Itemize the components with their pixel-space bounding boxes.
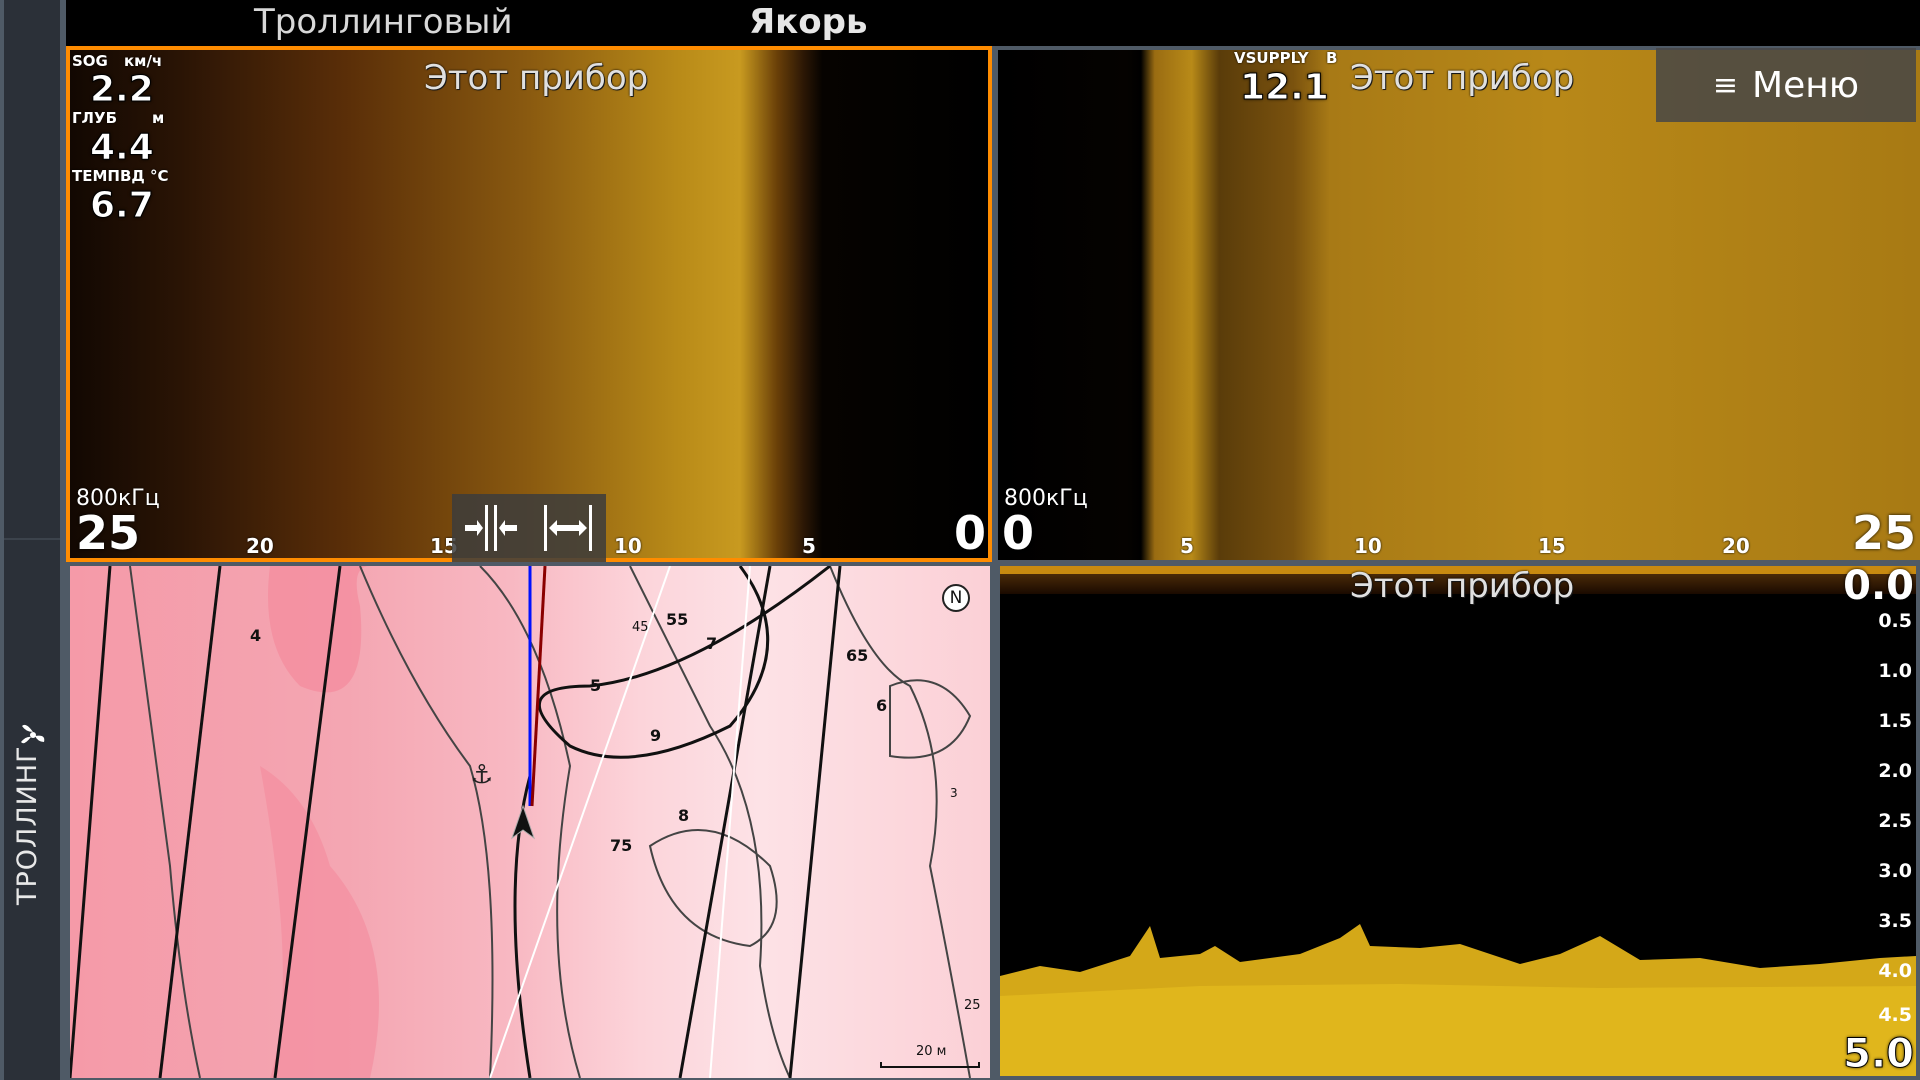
menu-label: Меню: [1752, 64, 1860, 106]
range-tick: 10: [614, 534, 642, 558]
side-scan-left-panel[interactable]: Этот прибор SOG км/ч 2.2 ГЛУБ м 4.4 ТЕМП…: [66, 46, 992, 562]
depth-tick: 2.5: [1878, 810, 1912, 832]
menu-button[interactable]: ≡ Меню: [1656, 48, 1916, 122]
depth-range-bottom: 5.0: [1843, 1031, 1915, 1076]
water-temp-value: 6.7: [90, 185, 155, 226]
depth-sounding: 4: [250, 626, 262, 645]
header: Троллинговый Якорь: [66, 0, 1920, 46]
depth-tick: 3.0: [1878, 860, 1912, 882]
compress-icon[interactable]: [463, 501, 519, 555]
vsupply-label: VSUPPLY: [1234, 49, 1309, 67]
depth-tick: 4.0: [1878, 960, 1912, 982]
depth-sounding: 8: [678, 806, 690, 825]
boat-heading-icon: [511, 804, 535, 840]
surface-band: [1000, 566, 1916, 574]
depth-sounding: 9: [650, 726, 662, 745]
scale-bar: [880, 1062, 980, 1068]
propeller-icon[interactable]: [18, 720, 48, 750]
depth-sounding: 25: [964, 998, 981, 1013]
source-label: Этот прибор: [1350, 58, 1575, 98]
range-tick: 20: [1722, 534, 1750, 558]
map-contours: [70, 566, 972, 1078]
expand-icon[interactable]: [540, 501, 596, 555]
tab-anchor[interactable]: Якорь: [749, 2, 868, 42]
hamburger-icon: ≡: [1712, 67, 1739, 103]
depth-sounding: 5: [590, 676, 602, 695]
depth-tick: 4.5: [1878, 1004, 1912, 1026]
range-end: 25: [1851, 506, 1916, 560]
vsupply-unit: В: [1326, 49, 1338, 67]
depth-label: ГЛУБ: [72, 109, 118, 127]
depth-tick: 0.5: [1878, 610, 1912, 632]
sidebar: ТРОЛЛИНГ: [4, 0, 62, 1080]
source-label: Этот прибор: [1350, 566, 1575, 606]
depth-sounding: 55: [666, 610, 689, 629]
range-tick: 5: [1180, 534, 1194, 558]
water-temp-label: ТЕМПВД: [72, 167, 145, 185]
side-scan-right-panel[interactable]: VSUPPLY В 12.1 Этот прибор 800кГц 0 5 10…: [998, 46, 1920, 560]
depth-sounding: 7: [706, 634, 718, 653]
bottom-return: [1000, 924, 1916, 1076]
depth-sounding: 45: [632, 620, 649, 635]
zoom-controls: [452, 494, 606, 562]
frequency-label: 800кГц: [76, 486, 160, 511]
range-start: 0: [1002, 506, 1035, 560]
water-temp-unit: °C: [150, 167, 169, 185]
vsupply-value: 12.1: [1240, 67, 1330, 108]
range-tick: 20: [246, 534, 274, 558]
depth-unit: м: [152, 109, 165, 127]
mode-label[interactable]: ТРОЛЛИНГ: [12, 745, 43, 905]
depth-tick: 2.0: [1878, 760, 1912, 782]
anchor-icon: ⚓: [470, 760, 494, 790]
depth-sounding: 75: [610, 836, 633, 855]
range-start: 25: [76, 506, 141, 560]
depth-sounding: 3: [950, 786, 958, 800]
chart-map-panel[interactable]: ⚓ N 3 25 45 4 5 55 6 65 7 75 8 9 20 м: [70, 566, 990, 1078]
frequency-label: 800кГц: [1004, 486, 1088, 511]
sog-value: 2.2: [90, 69, 155, 110]
depth-tick: 3.5: [1878, 910, 1912, 932]
surface-clutter: [1000, 574, 1916, 594]
scale-label: 20 м: [916, 1044, 947, 1059]
sidebar-divider: [4, 538, 60, 540]
source-label: Этот прибор: [424, 58, 649, 98]
sog-unit: км/ч: [124, 52, 163, 70]
depth-sounding: 6: [876, 696, 888, 715]
downscan-panel[interactable]: Этот прибор 0.0 0.5 1.0 1.5 2.0 2.5 3.0 …: [1000, 566, 1916, 1076]
north-indicator-icon[interactable]: N: [942, 584, 970, 612]
depth-tick: 1.5: [1878, 710, 1912, 732]
depth-value: 4.4: [90, 127, 155, 168]
sog-label: SOG: [72, 52, 108, 70]
range-tick: 5: [802, 534, 816, 558]
range-tick: 15: [1538, 534, 1566, 558]
tab-trolling[interactable]: Троллинговый: [254, 2, 513, 42]
depth-range-top: 0.0: [1843, 566, 1914, 609]
range-tick: 10: [1354, 534, 1382, 558]
depth-sounding: 65: [846, 646, 869, 665]
depth-tick: 1.0: [1878, 660, 1912, 682]
range-end: 0: [953, 506, 986, 560]
